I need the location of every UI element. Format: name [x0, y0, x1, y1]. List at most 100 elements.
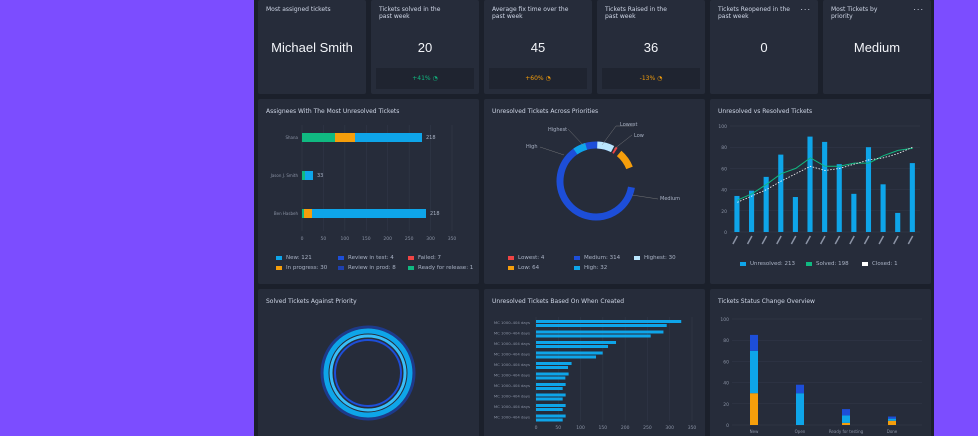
legend-item: New: 121: [276, 255, 312, 261]
row-total: 218: [430, 211, 440, 217]
kpi-title: Average fix time over the past week: [492, 6, 569, 20]
slice-medium: [556, 141, 636, 221]
x-tick-label: 250: [643, 425, 652, 431]
assignees-card[interactable]: Assignees With The Most Unresolved Ticke…: [258, 99, 479, 284]
bar: [536, 408, 563, 411]
bar-segment: [842, 415, 850, 423]
bar: [792, 197, 798, 232]
card-title: Unresolved Tickets Across Priorities: [492, 108, 599, 115]
bar: [836, 164, 842, 232]
more-icon[interactable]: ...: [913, 3, 924, 12]
label-medium: Medium: [660, 196, 680, 202]
y-tick-label: 60: [721, 166, 727, 172]
x-tick-mark: [849, 235, 855, 245]
kpi-title: Most Tickets by priority: [831, 6, 878, 20]
y-tick-label: 80: [723, 338, 729, 344]
card-title: Solved Tickets Against Priority: [266, 298, 357, 305]
created-card[interactable]: Unresolved Tickets Based On When Created…: [484, 289, 705, 436]
x-tick-mark: [790, 235, 797, 245]
kpi-card-fix-time[interactable]: Average fix time over the past week 45 +…: [484, 0, 592, 94]
bar-segment: [312, 209, 426, 218]
row-total: 33: [317, 173, 323, 179]
bar: [536, 383, 566, 386]
x-tick-mark: [776, 235, 782, 245]
bar: [895, 212, 901, 232]
row-label: MC 1000–404 days: [494, 352, 530, 357]
bar: [880, 184, 886, 232]
kpi-card-reopened[interactable]: Tickets Reopened in the past week ... 0: [710, 0, 818, 94]
x-tick-label: Done: [887, 429, 898, 434]
legend-item: Review in test: 4: [338, 255, 394, 261]
bar: [536, 362, 572, 365]
line-solved: [737, 147, 913, 201]
legend-item: Medium: 314: [574, 255, 620, 261]
kpi-card-most-assigned[interactable]: Most assigned tickets Michael Smith: [258, 0, 366, 94]
kpi-delta: -13% ◔: [602, 68, 700, 89]
bar: [536, 334, 651, 338]
legend-item: Solved: 198: [806, 261, 849, 267]
slice-low: [556, 141, 636, 221]
x-tick-label: 300: [665, 425, 674, 431]
x-tick-label: 0: [301, 236, 304, 242]
y-tick-label: 20: [723, 402, 729, 408]
kpi-card-priority[interactable]: Most Tickets by priority ... Medium: [823, 0, 931, 94]
row-label: MC 1000–404 days: [494, 383, 530, 388]
row-label: MC 1000–404 days: [494, 341, 530, 346]
bar: [778, 154, 784, 232]
status-change-card[interactable]: Tickets Status Change Overview 0 20 40 60 80…: [710, 289, 931, 436]
kpi-card-raised-week[interactable]: Tickets Raised in the past week 36 -13% …: [597, 0, 705, 94]
unresolved-vs-resolved-card[interactable]: Unresolved vs Resolved Tickets 0 20 40 60 80…: [710, 99, 931, 284]
kpi-value: 36: [643, 40, 659, 55]
bar-segment: [302, 209, 304, 218]
x-tick-label: 350: [448, 236, 457, 242]
bar: [536, 341, 617, 344]
legend-item: Lowest: 4: [508, 255, 544, 261]
solved-priority-card[interactable]: Solved Tickets Against Priority: [258, 289, 479, 436]
bar-segment: [842, 409, 850, 416]
row-label: MC 1000–404 days: [494, 415, 530, 420]
kpi-value: 0: [760, 40, 768, 55]
legend-item: In progress: 30: [276, 265, 327, 271]
x-tick-label: 200: [621, 425, 630, 431]
bar: [536, 355, 597, 359]
bar-segment: [302, 171, 305, 180]
bar: [536, 404, 566, 407]
bar: [909, 163, 915, 232]
x-tick-label: 350: [688, 425, 697, 431]
y-tick-label: 40: [723, 381, 729, 387]
more-icon[interactable]: ...: [800, 3, 811, 12]
card-title: Unresolved vs Resolved Tickets: [718, 108, 813, 115]
bar-segment: [304, 209, 312, 218]
card-title: Assignees With The Most Unresolved Ticke…: [266, 108, 400, 115]
label-highest: Highest: [548, 127, 567, 133]
kpi-title: Tickets solved in the past week: [379, 6, 441, 20]
x-tick-mark: [805, 235, 812, 245]
kpi-value: 20: [417, 40, 433, 55]
dashboard: Most assigned tickets Michael Smith Tick…: [254, 0, 934, 436]
y-tick-label: 100: [718, 124, 727, 130]
bar: [822, 141, 828, 232]
bar-segment: [888, 418, 896, 421]
bar: [536, 345, 609, 348]
trend-icon: ◔: [432, 75, 438, 82]
bar-segment: [355, 133, 422, 142]
y-tick-label: 0: [726, 423, 729, 429]
slice-high: [556, 141, 636, 221]
card-title: Unresolved Tickets Based On When Created: [492, 298, 625, 305]
kpi-title: Most assigned tickets: [266, 6, 331, 13]
bar: [536, 376, 566, 380]
row-label: MC 1000–404 days: [494, 394, 530, 399]
x-tick-label: Open: [795, 429, 806, 434]
legend-item: Highest: 30: [634, 255, 676, 261]
kpi-card-solved-week[interactable]: Tickets solved in the past week 20 +41% …: [371, 0, 479, 94]
row-total: 218: [426, 135, 436, 141]
x-tick-mark: [819, 235, 826, 245]
x-tick-label: 150: [599, 425, 608, 431]
assignees-chart: 0 50 100 150 200 250 300 350 Shana 218 Jason J. Sm…: [270, 125, 457, 242]
priorities-card[interactable]: Unresolved Tickets Across Priorities Low…: [484, 99, 705, 284]
x-tick-mark: [732, 235, 738, 245]
bar: [536, 320, 682, 323]
bar-segment: [302, 133, 335, 142]
x-tick-mark: [761, 235, 768, 245]
y-tick-label: 80: [721, 145, 727, 151]
